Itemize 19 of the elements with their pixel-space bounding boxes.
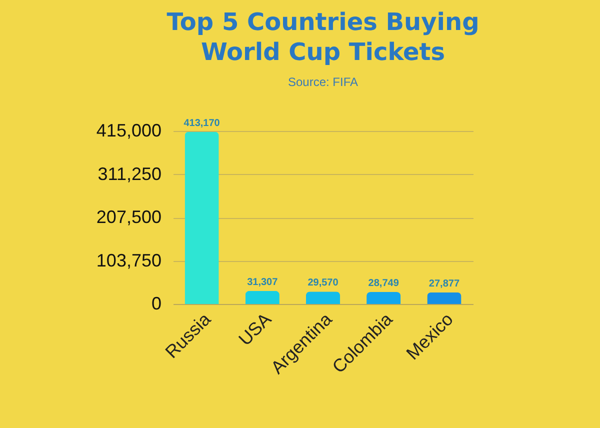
data-label: 413,170 (184, 118, 220, 129)
data-label: 31,307 (247, 276, 278, 288)
chart-subtitle: Source: FIFA (288, 74, 358, 89)
bar (306, 292, 340, 304)
y-tick-label: 0 (151, 294, 162, 314)
y-tick-label: 311,250 (98, 164, 162, 184)
data-label: 29,570 (308, 278, 339, 289)
y-tick-label: 103,750 (96, 250, 162, 270)
y-tick-label: 415,000 (96, 120, 162, 140)
x-tick-label: USA (234, 309, 276, 350)
bar (366, 292, 401, 304)
text: World Cup Tickets (200, 38, 446, 66)
data-label: 27,877 (428, 278, 460, 290)
bar (245, 290, 280, 304)
y-tick-label: 207,500 (96, 207, 162, 227)
bar (184, 132, 219, 304)
text: Top 5 Countries Buying (166, 8, 480, 36)
data-label: 28,749 (368, 278, 400, 290)
bar (427, 292, 462, 304)
